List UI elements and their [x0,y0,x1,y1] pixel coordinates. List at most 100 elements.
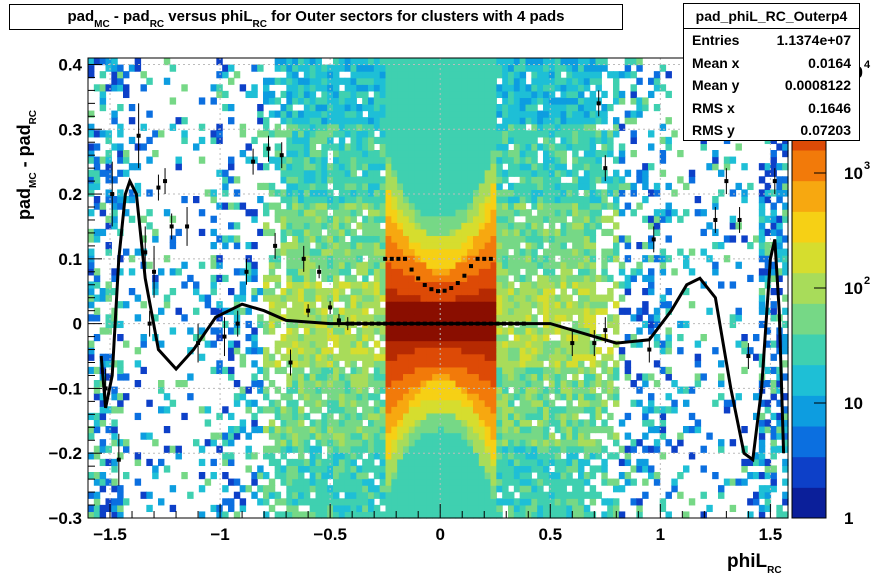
heatmap-cell [443,307,451,315]
heatmap-cell [659,136,667,145]
heatmap-cell [274,399,282,407]
heatmap-cell [653,182,661,191]
heatmap-cell [461,228,468,237]
heatmap-cell [356,64,363,72]
heatmap-cell [344,426,352,434]
heatmap-cell [484,386,492,394]
heatmap-cell [274,156,282,164]
heatmap-cell [659,498,667,506]
heatmap-cell [531,452,538,460]
heatmap-cell [368,314,375,322]
heatmap-cell [473,511,480,519]
heatmap-cell [624,366,632,375]
heatmap-cell [449,169,457,177]
heatmap-cell [519,156,527,164]
heatmap-cell [239,268,247,276]
heatmap-cell [595,380,602,388]
heatmap-cell [700,373,707,381]
heatmap-cell [478,123,486,131]
heatmap-cell [111,215,118,223]
heatmap-cell [653,334,661,342]
heatmap-cell [566,169,573,177]
heatmap-cell [496,209,503,217]
heatmap-cell [706,432,713,440]
heatmap-cell [432,334,439,342]
heatmap-cell [88,176,95,184]
heatmap-cell [560,104,567,112]
heatmap-cell [537,334,544,342]
heatmap-cell [455,439,462,447]
heatmap-cell [239,123,247,131]
heatmap-cell [193,281,200,289]
heatmap-cell [467,136,474,145]
heatmap-cell [268,268,276,276]
heatmap-cell [274,189,282,197]
heatmap-cell [443,274,451,283]
heatmap-cell [589,301,597,309]
heatmap-cell [210,340,217,348]
heatmap-cell [414,406,422,414]
heatmap-cell [210,136,217,145]
heatmap-cell [298,143,305,151]
heatmap-cell [338,485,346,493]
heatmap-cell [117,64,124,72]
heatmap-cell [181,84,188,92]
heatmap-cell [397,386,404,394]
heatmap-cell [438,327,445,335]
heatmap-cell [309,130,317,138]
heatmap-cell [146,110,153,118]
heatmap-cell [286,150,293,158]
heatmap-cell [467,327,474,335]
heatmap-cell [589,209,597,217]
heatmap-cell [327,373,334,381]
heatmap-cell [344,143,352,151]
heatmap-cell [683,465,690,473]
heatmap-cell [298,347,305,355]
heatmap-cell [537,399,544,407]
heatmap-cell [490,196,497,204]
heatmap-cell [589,288,597,296]
heatmap-cell [443,380,451,388]
heatmap-cell [537,478,544,486]
heatmap-cell [478,360,486,368]
heatmap-cell [583,202,591,210]
heatmap-cell [449,222,457,230]
heatmap-cell [280,452,287,460]
heatmap-cell [233,347,241,355]
heatmap-cell [519,353,527,361]
heatmap-cell [111,465,118,473]
heatmap-cell [543,268,550,276]
heatmap-cell [613,235,620,243]
heatmap-cell [618,209,626,217]
heatmap-cell [385,307,392,315]
heatmap-cell [554,150,562,158]
heatmap-cell [473,373,480,381]
heatmap-cell [379,426,387,434]
heatmap-cell [443,314,451,322]
heatmap-cell [548,399,556,407]
heatmap-cell [449,209,457,217]
heatmap-cell [344,58,352,66]
heatmap-cell [525,294,532,302]
heatmap-cell [379,248,387,256]
heatmap-cell [379,465,387,473]
heatmap-cell [595,150,602,158]
heatmap-cell [263,426,270,434]
heatmap-cell [438,169,445,177]
heatmap-cell [613,84,620,92]
heatmap-cell [613,242,620,250]
heatmap-cell [636,327,643,335]
heatmap-cell [729,504,737,513]
heatmap-cell [432,182,439,191]
heatmap-cell [163,406,171,414]
heatmap-cell [315,439,322,447]
heatmap-cell [309,209,317,217]
heatmap-cell [257,347,264,355]
heatmap-cell [251,215,258,223]
heatmap-cell [420,143,427,151]
heatmap-cell [519,136,527,145]
heatmap-cell [484,261,492,269]
heatmap-cell [624,478,632,486]
heatmap-cell [449,196,457,204]
heatmap-cell [601,117,608,125]
